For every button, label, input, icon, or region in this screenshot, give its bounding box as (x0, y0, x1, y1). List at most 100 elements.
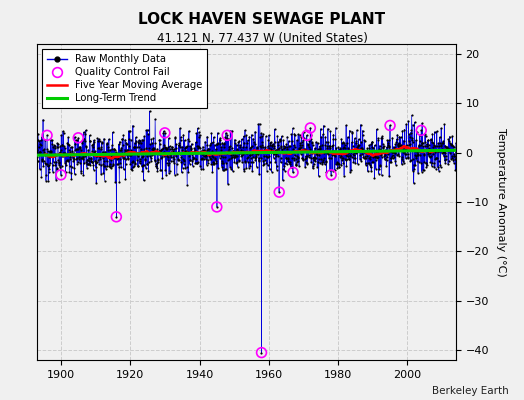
Point (341, 142, 349, 149)
Point (395, 143, 403, 149)
Point (395, 153, 403, 160)
Point (145, 159, 153, 165)
Point (114, 150, 122, 157)
Point (310, 161, 318, 167)
Point (434, 168, 443, 174)
Point (149, 150, 157, 157)
Point (64, 158, 72, 164)
Point (274, 152, 282, 159)
Point (150, 148, 158, 155)
Point (180, 157, 188, 163)
Point (113, 160, 121, 167)
Point (344, 156, 353, 163)
Point (423, 162, 431, 168)
Point (449, 157, 457, 164)
Point (43, 132, 51, 138)
Point (327, 149, 335, 155)
Point (343, 156, 351, 162)
Point (148, 145, 157, 151)
Point (32, 154, 41, 160)
Point (36, 149, 45, 156)
Point (397, 156, 406, 162)
Point (137, 149, 145, 156)
Point (163, 153, 171, 159)
Point (58, 142, 67, 148)
Point (245, 151, 254, 158)
Point (259, 162, 268, 168)
Point (49, 143, 58, 150)
Point (124, 156, 132, 162)
Point (205, 146, 213, 152)
Point (289, 142, 298, 149)
Point (315, 144, 324, 151)
Point (286, 158, 294, 165)
Point (349, 159, 357, 165)
Point (227, 145, 236, 152)
Point (385, 137, 393, 143)
Point (58, 142, 66, 149)
Point (68, 148, 76, 154)
Point (222, 130, 230, 136)
Point (90, 137, 98, 144)
Point (439, 138, 447, 144)
Point (113, 153, 121, 159)
Point (64, 157, 73, 164)
Point (343, 152, 352, 159)
Point (45, 168, 53, 175)
Point (367, 168, 375, 174)
Point (252, 151, 260, 158)
Point (386, 122, 394, 129)
Point (446, 140, 455, 146)
Point (226, 128, 234, 134)
Point (209, 161, 217, 167)
Point (240, 168, 248, 174)
Point (242, 144, 250, 150)
Point (172, 149, 181, 156)
Point (67, 176, 75, 182)
Point (79, 156, 87, 162)
Point (73, 146, 81, 152)
Point (347, 167, 355, 173)
Point (84, 160, 92, 167)
Point (39, 158, 48, 164)
Point (263, 154, 271, 160)
Point (402, 155, 410, 162)
Point (444, 138, 453, 144)
Point (416, 138, 424, 144)
Point (210, 160, 219, 166)
Point (220, 141, 228, 148)
Point (167, 146, 176, 152)
Text: 41.121 N, 77.437 W (United States): 41.121 N, 77.437 W (United States) (157, 32, 367, 45)
Point (120, 154, 128, 161)
Point (351, 135, 359, 142)
Point (189, 154, 198, 161)
Point (312, 150, 321, 156)
Point (89, 141, 97, 148)
Point (302, 159, 310, 166)
Point (449, 147, 457, 153)
Point (429, 140, 437, 146)
Point (399, 149, 407, 155)
Point (171, 134, 180, 140)
Point (382, 149, 390, 156)
Point (64, 146, 73, 153)
Point (315, 156, 323, 162)
Point (131, 160, 139, 166)
Point (83, 161, 92, 168)
Point (253, 144, 261, 150)
Point (426, 158, 434, 165)
Point (361, 138, 369, 144)
Point (350, 152, 358, 158)
Point (108, 129, 117, 136)
Point (212, 146, 220, 152)
Point (161, 167, 169, 173)
Point (234, 164, 242, 170)
Point (322, 138, 330, 145)
Point (343, 150, 352, 157)
Point (48, 162, 57, 168)
Point (157, 155, 166, 161)
Text: LOCK HAVEN SEWAGE PLANT: LOCK HAVEN SEWAGE PLANT (138, 12, 386, 27)
Point (137, 163, 146, 169)
Point (85, 161, 93, 168)
Point (323, 150, 332, 157)
